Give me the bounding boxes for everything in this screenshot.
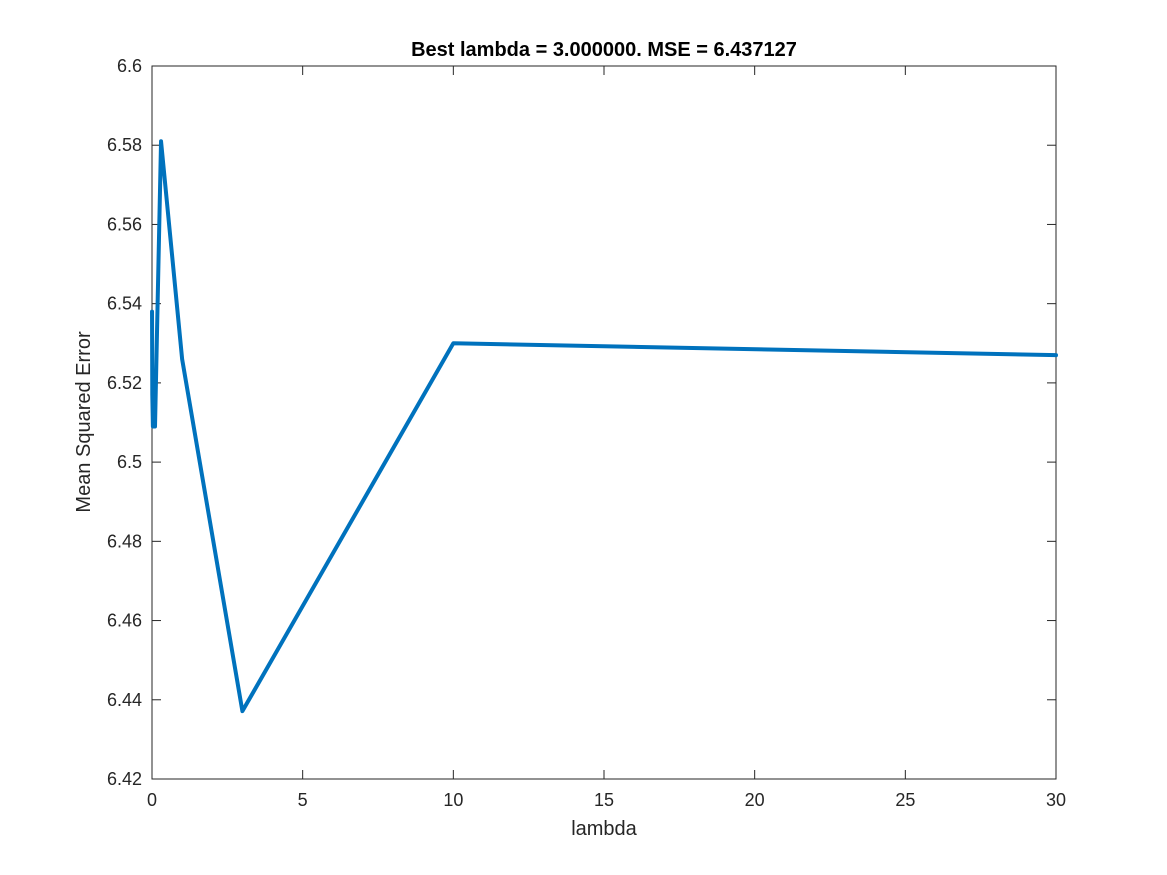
x-tick-label: 0 bbox=[147, 790, 157, 810]
y-tick-label: 6.58 bbox=[107, 135, 142, 155]
x-tick-label: 10 bbox=[443, 790, 463, 810]
x-tick-label: 20 bbox=[745, 790, 765, 810]
plot-area: 0 5 10 15 20 25 30 6.42 6.44 6.46 6.48 6.5 6.52 6.54 6… bbox=[107, 56, 1066, 810]
x-tick-label: 5 bbox=[298, 790, 308, 810]
y-tick-label: 6.46 bbox=[107, 611, 142, 631]
x-tick-label: 30 bbox=[1046, 790, 1066, 810]
chart-title: Best lambda = 3.000000. MSE = 6.437127 bbox=[411, 39, 797, 61]
y-tick-label: 6.54 bbox=[107, 294, 142, 314]
series-line-1 bbox=[150, 139, 1058, 714]
x-axis-title: lambda bbox=[571, 818, 637, 840]
x-tick-label: 15 bbox=[594, 790, 614, 810]
y-tick-label: 6.52 bbox=[107, 373, 142, 393]
y-tick-label: 6.42 bbox=[107, 769, 142, 789]
axes-box bbox=[151, 65, 1057, 780]
y-tick-label: 6.48 bbox=[107, 531, 142, 551]
y-tick-label: 6.44 bbox=[107, 690, 142, 710]
y-tick-label: 6.6 bbox=[117, 56, 142, 76]
y-axis-title: Mean Squared Error bbox=[73, 331, 95, 513]
x-tick-label: 25 bbox=[895, 790, 915, 810]
y-tick-label: 6.56 bbox=[107, 214, 142, 234]
y-tick-label: 6.5 bbox=[117, 452, 142, 472]
